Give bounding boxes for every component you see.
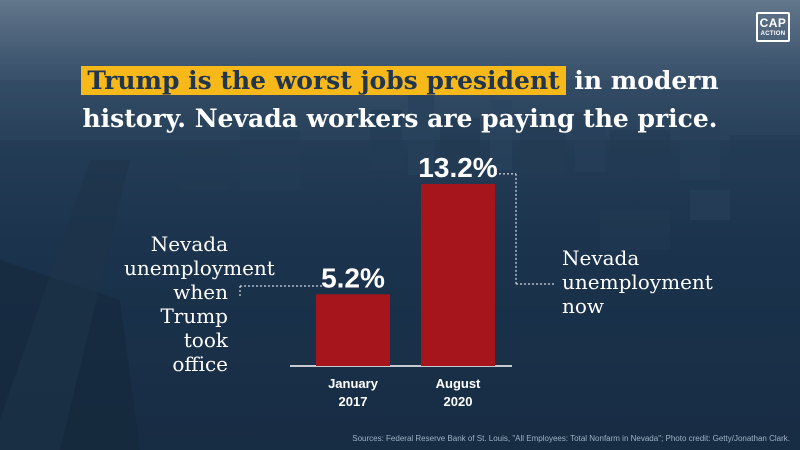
logo-line-2: ACTION [760, 31, 786, 37]
headline-highlight: Trump is the worst jobs president [81, 66, 566, 95]
cap-action-logo: CAP ACTION [756, 12, 790, 42]
category-label-2-line-2: 2020 [444, 394, 473, 409]
headline-line-2: history. Nevada workers are paying the p… [82, 104, 718, 133]
plot-area: 5.2% January 2017 13.2% August 2020 [239, 152, 554, 409]
category-label-1-line-2: 2017 [339, 394, 368, 409]
headline-rest: in modern [565, 66, 719, 95]
source-credit: Sources: Federal Reserve Bank of St. Lou… [352, 434, 790, 443]
right-annotation: Nevada unemployment now [562, 246, 713, 318]
category-label-2-line-1: August [436, 376, 481, 391]
bar-2 [421, 183, 495, 366]
category-label-1-line-1: January [328, 376, 379, 391]
headline: Trump is the worst jobs president in mod… [0, 62, 800, 138]
logo-line-1: CAP [759, 16, 787, 30]
value-label-1: 5.2% [321, 262, 385, 293]
left-annotation: Nevada unemployment when Trump took offi… [124, 232, 275, 376]
bar-1 [316, 294, 390, 366]
value-label-2: 13.2% [418, 152, 497, 183]
